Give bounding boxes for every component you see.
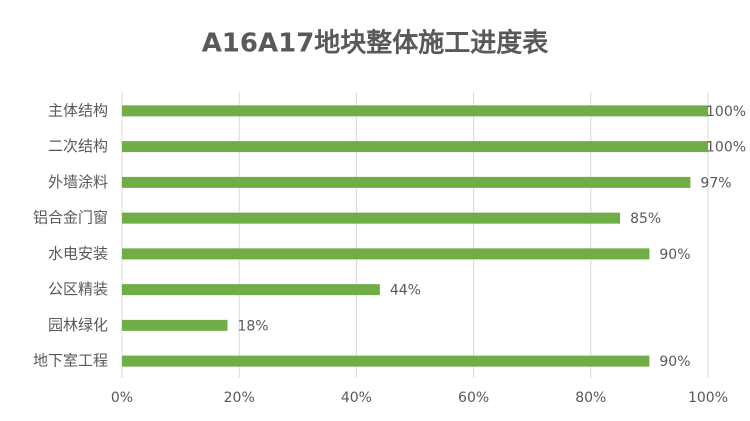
bar (122, 176, 691, 188)
data-label: 90% (659, 247, 690, 263)
x-tick-label: 80% (575, 390, 606, 406)
data-label: 44% (390, 283, 421, 299)
data-label: 97% (700, 175, 731, 191)
data-label: 85% (630, 211, 661, 227)
x-tick-label: 60% (458, 390, 489, 406)
bar (122, 105, 708, 117)
x-tick-label: 20% (224, 390, 255, 406)
x-tick-label: 40% (341, 390, 372, 406)
x-tick-label: 100% (688, 390, 728, 406)
bar (122, 355, 650, 367)
bar (122, 319, 228, 331)
y-tick-label: 二次结构 (48, 137, 108, 155)
data-label: 100% (706, 104, 746, 120)
y-tick-label: 地下室工程 (33, 352, 108, 370)
y-tick-label: 外墙涂料 (48, 173, 108, 191)
data-label: 18% (237, 318, 268, 334)
bar (122, 141, 708, 153)
data-label: 90% (659, 354, 690, 370)
x-tick-label: 0% (111, 390, 133, 406)
bar (122, 212, 621, 224)
y-tick-label: 水电安装 (48, 244, 108, 262)
bar (122, 284, 380, 296)
y-tick-label: 铝合金门窗 (33, 209, 108, 227)
chart-title: A16A17地块整体施工进度表 (202, 28, 550, 59)
y-tick-label: 主体结构 (48, 101, 108, 119)
y-tick-label: 园林绿化 (48, 316, 108, 334)
y-tick-label: 公区精装 (48, 280, 108, 298)
data-label: 100% (706, 140, 746, 156)
bar (122, 248, 650, 260)
